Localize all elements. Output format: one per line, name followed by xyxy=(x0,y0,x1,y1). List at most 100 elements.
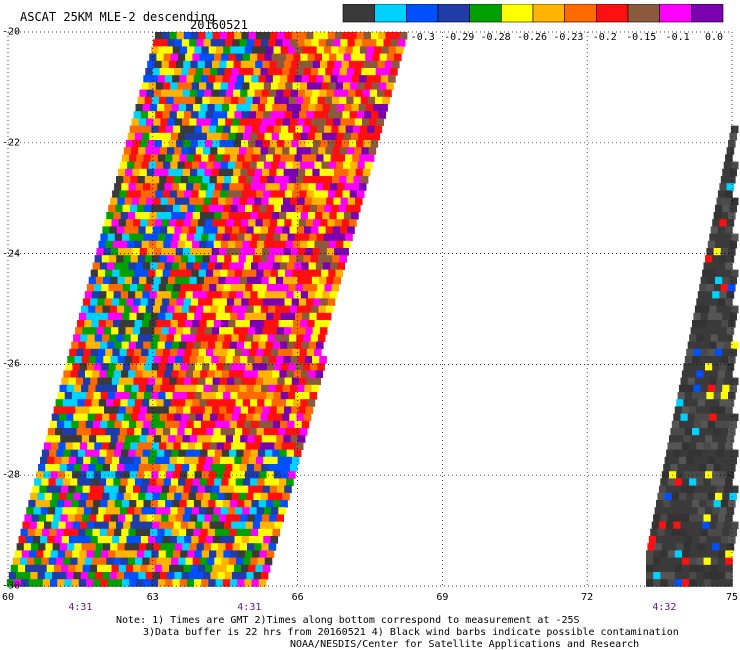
data-cell xyxy=(118,514,126,522)
data-cell xyxy=(254,118,262,126)
data-cell xyxy=(227,190,235,198)
data-cell xyxy=(154,168,162,177)
data-cell xyxy=(211,514,220,522)
data-cell xyxy=(251,154,260,162)
data-cell xyxy=(147,377,156,386)
data-cell xyxy=(293,291,302,299)
data-cell xyxy=(368,147,377,155)
data-cell xyxy=(211,168,220,177)
data-cell xyxy=(119,456,127,465)
data-cell xyxy=(27,528,36,537)
data-cell xyxy=(663,464,671,472)
data-cell xyxy=(305,168,313,177)
data-cell xyxy=(342,32,350,40)
data-cell xyxy=(203,147,211,155)
data-cell xyxy=(105,269,113,278)
data-cell xyxy=(205,32,213,40)
data-cell xyxy=(128,528,137,537)
data-cell xyxy=(287,154,296,162)
data-cell xyxy=(253,68,261,76)
data-cell xyxy=(715,348,723,357)
data-cell xyxy=(264,291,273,299)
data-cell xyxy=(326,197,334,206)
data-cell xyxy=(174,118,183,126)
data-cell xyxy=(255,327,263,335)
data-cell xyxy=(47,536,55,544)
data-cell xyxy=(324,125,332,134)
data-cell xyxy=(201,154,209,162)
data-cell xyxy=(165,550,174,558)
data-cell xyxy=(113,399,121,407)
data-cell xyxy=(79,312,87,321)
data-cell xyxy=(216,204,224,213)
data-cell xyxy=(88,464,96,472)
data-cell xyxy=(178,557,186,566)
data-cell xyxy=(146,356,155,364)
data-cell xyxy=(262,298,271,306)
data-cell xyxy=(141,82,149,90)
data-cell xyxy=(673,485,681,494)
data-cell xyxy=(166,521,174,530)
data-cell xyxy=(293,104,302,112)
data-cell xyxy=(221,132,229,141)
data-cell xyxy=(646,564,654,573)
data-cell xyxy=(696,478,704,486)
data-cell xyxy=(86,312,94,321)
data-cell xyxy=(119,536,127,544)
data-cell xyxy=(300,399,308,407)
data-cell xyxy=(730,305,739,314)
data-cell xyxy=(174,68,182,76)
data-cell xyxy=(109,492,117,501)
data-cell xyxy=(21,579,29,587)
data-cell xyxy=(243,262,252,270)
data-cell xyxy=(263,269,272,278)
data-cell xyxy=(175,543,183,551)
data-cell xyxy=(324,96,333,105)
data-cell xyxy=(703,406,712,414)
data-cell xyxy=(279,183,288,191)
data-cell xyxy=(91,478,100,486)
data-cell xyxy=(194,125,203,134)
data-cell xyxy=(113,478,121,486)
data-cell xyxy=(320,32,329,40)
data-cell xyxy=(309,392,318,400)
data-cell xyxy=(184,536,192,544)
data-cell xyxy=(224,176,232,184)
data-cell xyxy=(219,377,228,386)
data-cell xyxy=(324,204,332,213)
data-cell xyxy=(160,543,169,551)
data-cell xyxy=(76,428,85,436)
data-cell xyxy=(726,363,735,371)
data-cell xyxy=(318,147,326,155)
data-cell xyxy=(198,269,207,278)
data-cell xyxy=(275,226,283,234)
data-cell xyxy=(20,528,29,537)
data-cell xyxy=(97,485,105,494)
data-cell xyxy=(717,190,726,198)
data-cell xyxy=(301,75,310,83)
data-cell xyxy=(279,291,287,299)
data-cell xyxy=(341,219,350,227)
data-cell xyxy=(248,111,257,119)
data-cell xyxy=(187,442,196,450)
data-cell xyxy=(167,543,176,551)
data-cell xyxy=(326,118,334,126)
data-cell xyxy=(366,154,375,162)
data-cell xyxy=(726,507,735,515)
data-cell xyxy=(725,442,733,450)
data-cell xyxy=(91,399,100,407)
data-cell xyxy=(245,284,253,292)
data-cell xyxy=(261,384,269,393)
data-cell xyxy=(236,291,244,299)
data-cell xyxy=(163,240,171,249)
data-cell xyxy=(702,413,710,422)
data-cell xyxy=(301,104,309,112)
data-cell xyxy=(274,442,282,450)
data-cell xyxy=(135,262,144,270)
data-cell xyxy=(302,392,310,400)
data-cell xyxy=(163,399,172,407)
data-cell xyxy=(253,305,262,314)
data-cell xyxy=(256,536,264,544)
data-cell xyxy=(663,536,671,544)
data-cell xyxy=(226,298,235,306)
